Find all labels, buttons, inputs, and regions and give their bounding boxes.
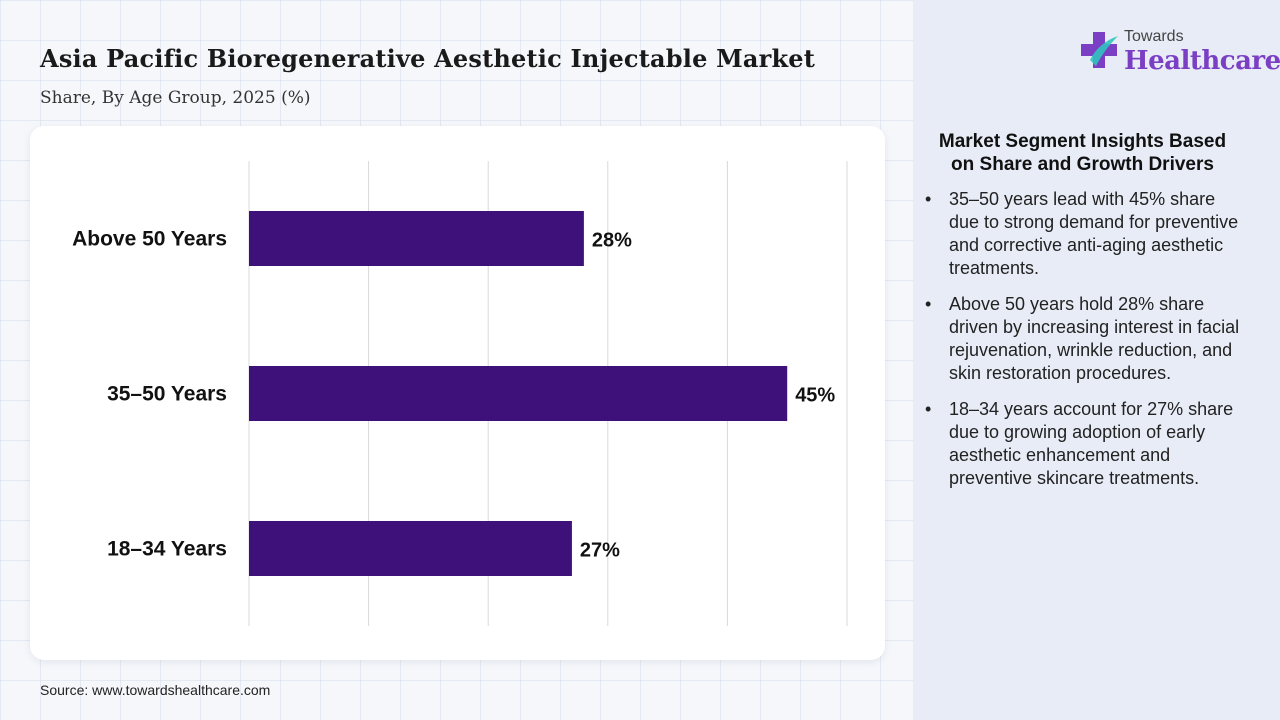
insight-text: Above 50 years hold 28% share driven by … — [949, 294, 1240, 383]
insight-text: 18–34 years account for 27% share due to… — [949, 399, 1234, 488]
insight-item: • 35–50 years lead with 45% share due to… — [925, 188, 1245, 280]
insights-panel — [913, 0, 1280, 720]
category-label: 35–50 Years — [107, 383, 227, 406]
bullet-icon: • — [925, 189, 932, 209]
bar — [249, 211, 584, 266]
source-note: Source: www.towardshealthcare.com — [40, 682, 271, 698]
data-label: 45% — [795, 385, 835, 407]
chart-title: Asia Pacific Bioregenerative Aesthetic I… — [40, 44, 816, 73]
logo-bottom-text: Healthcare — [1124, 46, 1280, 76]
data-label: 27% — [580, 540, 620, 562]
logo-top-text: Towards — [1124, 28, 1184, 45]
bar — [249, 521, 572, 576]
bar-chart: Above 50 Years 28% 35–50 Years 45% 18–34 Yea… — [72, 161, 848, 626]
chart-card: Above 50 Years 28% 35–50 Years 45% 18–34 Yea… — [30, 126, 885, 660]
chart-subtitle: Share, By Age Group, 2025 (%) — [40, 88, 311, 108]
category-label: Above 50 Years — [72, 228, 227, 251]
bullet-icon: • — [925, 399, 932, 419]
category-label: 18–34 Years — [107, 538, 227, 561]
insights-list: • 35–50 years lead with 45% share due to… — [925, 188, 1245, 503]
insight-item: • 18–34 years account for 27% share due … — [925, 398, 1245, 490]
towards-healthcare-logo: Towards Healthcare — [1080, 28, 1280, 78]
insights-heading: Market Segment Insights Based on Share a… — [938, 131, 1227, 175]
insight-item: • Above 50 years hold 28% share driven b… — [925, 293, 1245, 385]
medical-cross-icon — [1081, 32, 1118, 68]
data-label: 28% — [592, 230, 632, 252]
insight-text: 35–50 years lead with 45% share due to s… — [949, 189, 1239, 278]
bar — [249, 366, 788, 421]
bullet-icon: • — [925, 294, 932, 314]
